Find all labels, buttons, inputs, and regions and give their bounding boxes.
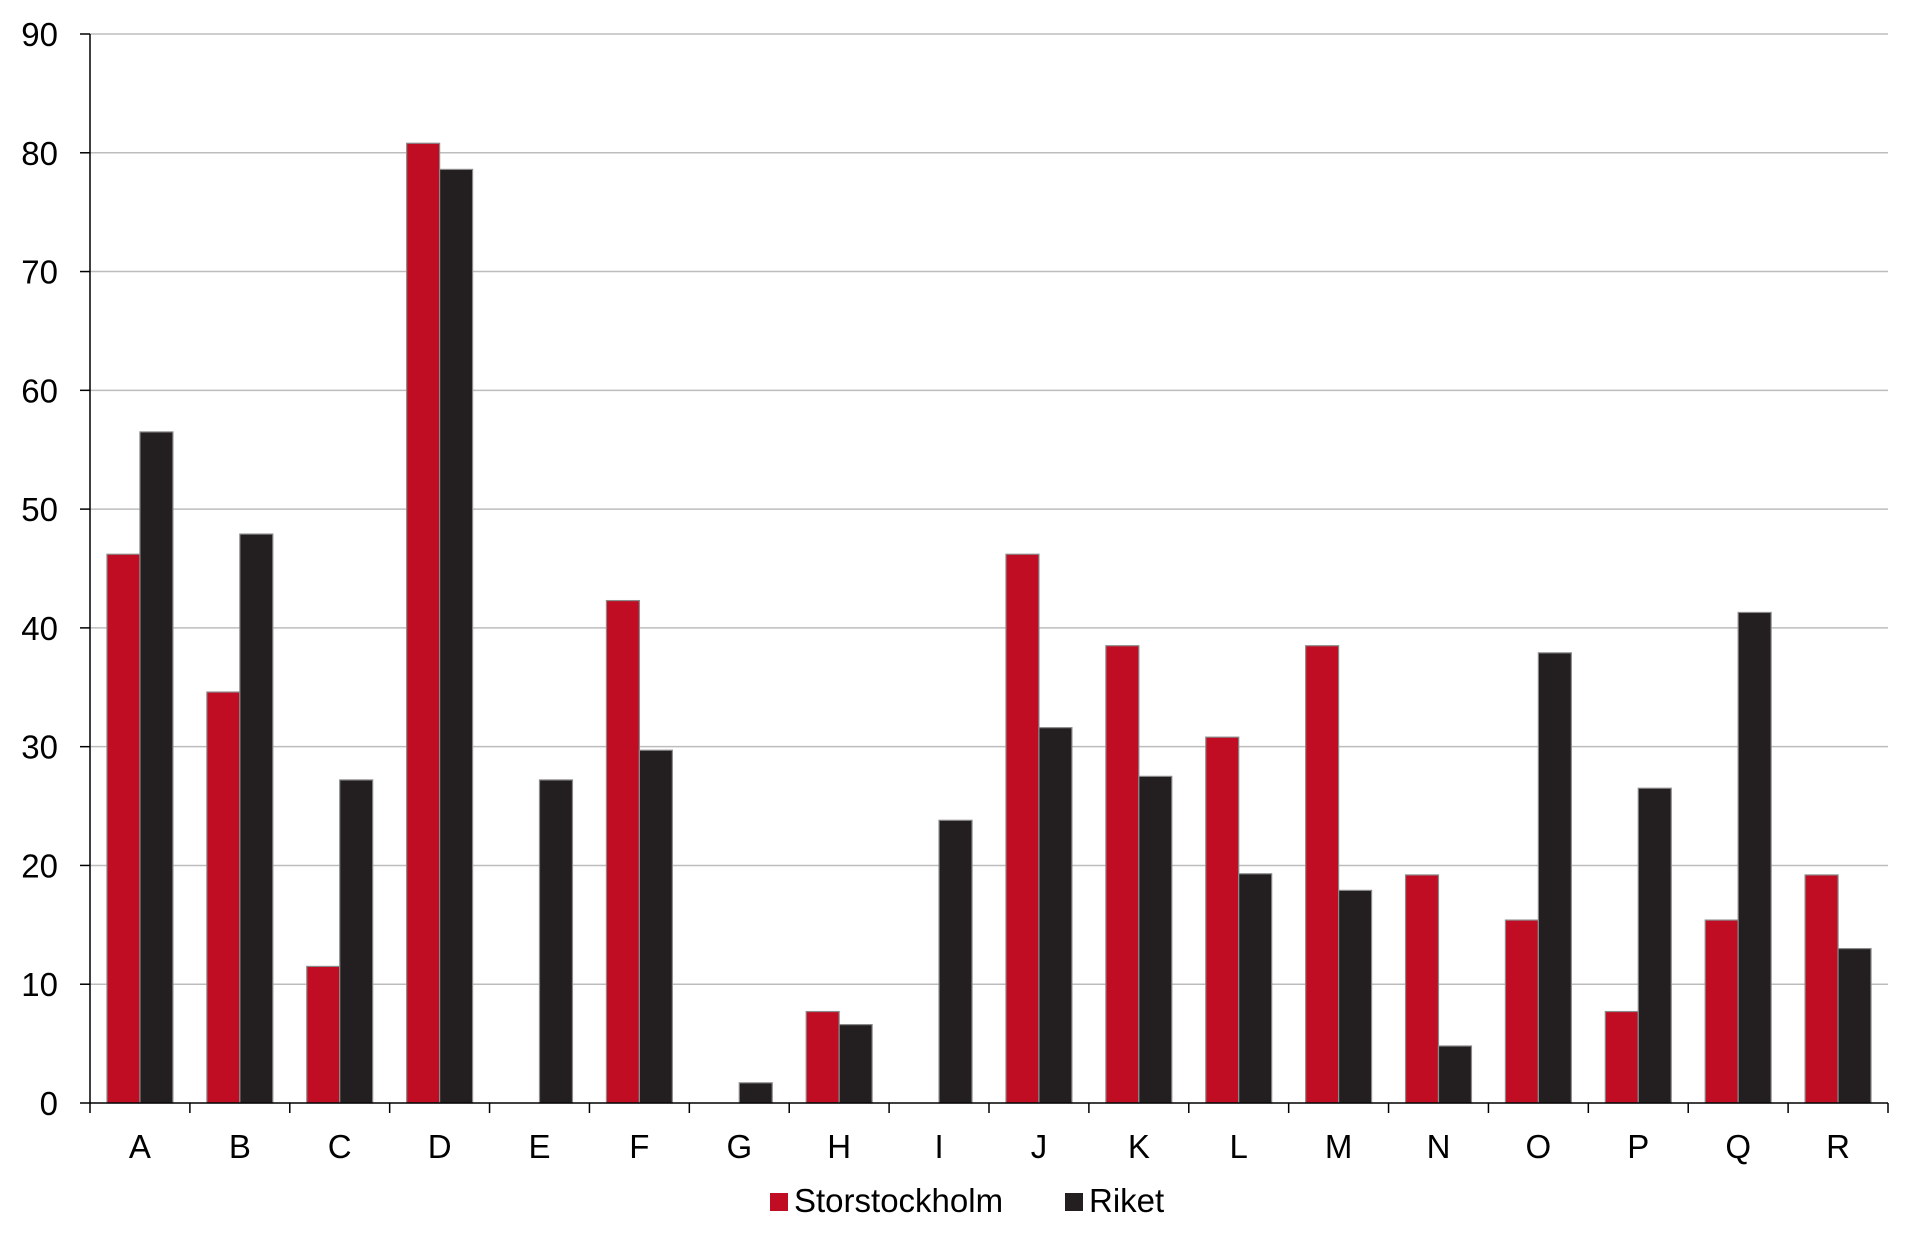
bar-riket-j bbox=[1038, 727, 1073, 1104]
bar-riket-p bbox=[1637, 787, 1672, 1104]
x-tick-label: P bbox=[1627, 1128, 1649, 1165]
bar-riket-c bbox=[339, 779, 374, 1104]
bar-storstockholm-d bbox=[406, 142, 441, 1104]
y-tick-label: 30 bbox=[21, 729, 58, 766]
x-tick-label: I bbox=[934, 1128, 943, 1165]
x-tick-label: G bbox=[726, 1128, 752, 1165]
x-tick-label: F bbox=[629, 1128, 649, 1165]
bar-riket-d bbox=[439, 168, 474, 1104]
x-tick-label: M bbox=[1325, 1128, 1353, 1165]
x-tick-label: D bbox=[428, 1128, 452, 1165]
x-tick-label: E bbox=[528, 1128, 550, 1165]
bar-storstockholm-a bbox=[106, 553, 141, 1104]
x-tick-label: R bbox=[1826, 1128, 1850, 1165]
bar-storstockholm-r bbox=[1804, 874, 1839, 1104]
bar-riket-b bbox=[239, 533, 274, 1104]
x-axis: A B C D E F G H I J K L M N O P Q R bbox=[89, 1102, 1889, 1165]
bar-storstockholm-l bbox=[1205, 736, 1240, 1104]
x-tick-label: Q bbox=[1725, 1128, 1751, 1165]
y-tick-label: 50 bbox=[21, 491, 58, 528]
y-tick-label: 0 bbox=[40, 1085, 58, 1122]
y-tick-label: 10 bbox=[21, 966, 58, 1003]
bar-storstockholm-o bbox=[1504, 919, 1539, 1104]
x-tick-label: O bbox=[1526, 1128, 1552, 1165]
bar-riket-r bbox=[1837, 947, 1872, 1104]
legend: Storstockholm Riket bbox=[770, 1182, 1164, 1219]
bar-riket-q bbox=[1737, 611, 1772, 1104]
x-tick-label: J bbox=[1031, 1128, 1048, 1165]
bar-storstockholm-c bbox=[306, 965, 341, 1104]
x-tick-label: H bbox=[827, 1128, 851, 1165]
x-tick-label: C bbox=[328, 1128, 352, 1165]
x-tick-label: N bbox=[1427, 1128, 1451, 1165]
bar-storstockholm-q bbox=[1704, 919, 1739, 1104]
y-tick-label: 90 bbox=[21, 16, 58, 53]
bar-storstockholm-h bbox=[805, 1010, 840, 1104]
x-tick-label: B bbox=[229, 1128, 251, 1165]
bar-riket-f bbox=[638, 749, 673, 1104]
x-tick-label: K bbox=[1128, 1128, 1150, 1165]
y-tick-label: 60 bbox=[21, 372, 58, 409]
bar-riket-k bbox=[1138, 775, 1173, 1104]
bar-riket-m bbox=[1338, 889, 1373, 1104]
legend-swatch-storstockholm bbox=[770, 1193, 788, 1211]
legend-label-storstockholm: Storstockholm bbox=[794, 1182, 1003, 1219]
bars bbox=[106, 142, 1872, 1104]
bar-storstockholm-j bbox=[1005, 553, 1040, 1104]
bar-riket-g bbox=[738, 1082, 773, 1104]
gridlines bbox=[90, 33, 1888, 985]
bar-riket-o bbox=[1537, 652, 1572, 1104]
y-tick-label: 20 bbox=[21, 847, 58, 884]
y-tick-label: 70 bbox=[21, 254, 58, 291]
bar-storstockholm-f bbox=[605, 599, 640, 1104]
bar-riket-e bbox=[538, 779, 574, 1104]
bar-storstockholm-b bbox=[206, 691, 241, 1104]
x-tick-label: L bbox=[1230, 1128, 1248, 1165]
bar-storstockholm-p bbox=[1604, 1010, 1639, 1104]
x-tick-label: A bbox=[129, 1128, 151, 1165]
legend-label-riket: Riket bbox=[1089, 1182, 1164, 1219]
bar-riket-h bbox=[838, 1024, 873, 1104]
bar-riket-i bbox=[938, 819, 973, 1104]
bar-storstockholm-n bbox=[1404, 874, 1440, 1104]
bar-riket-a bbox=[139, 431, 174, 1104]
legend-swatch-riket bbox=[1065, 1193, 1083, 1211]
y-axis: 0 10 20 30 40 50 60 70 80 90 bbox=[21, 16, 91, 1122]
y-tick-label: 40 bbox=[21, 610, 58, 647]
bar-riket-n bbox=[1437, 1045, 1473, 1104]
bar-storstockholm-k bbox=[1105, 645, 1140, 1104]
y-tick-label: 80 bbox=[21, 135, 58, 172]
bar-storstockholm-m bbox=[1305, 645, 1340, 1104]
bar-riket-l bbox=[1238, 873, 1273, 1104]
